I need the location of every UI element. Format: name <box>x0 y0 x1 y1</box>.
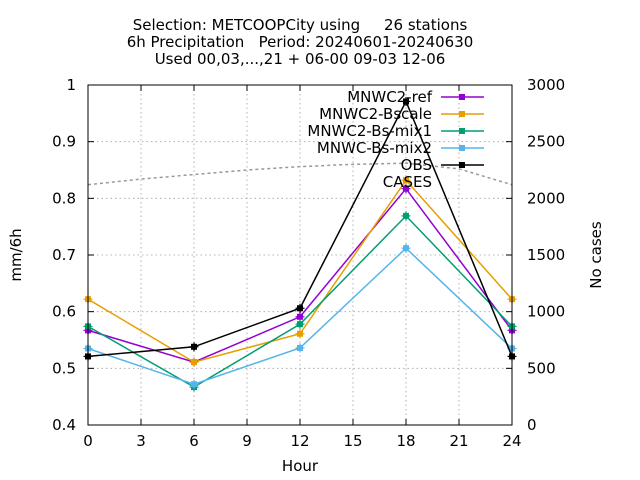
y2-tick-label: 500 <box>527 359 556 377</box>
legend-marker <box>459 162 465 168</box>
legend-marker <box>459 145 465 151</box>
x-tick-label: 3 <box>136 432 146 450</box>
x-tick-label: 21 <box>449 432 468 450</box>
x-tick-label: 12 <box>290 432 309 450</box>
y-tick-label: 1 <box>66 76 76 94</box>
y2-tick-label: 3000 <box>527 76 565 94</box>
x-tick-label: 0 <box>83 432 93 450</box>
x-tick-label: 24 <box>502 432 521 450</box>
x-tick-label: 9 <box>242 432 252 450</box>
y-axis-label: mm/6h <box>7 228 25 281</box>
x-tick-label: 15 <box>343 432 362 450</box>
y2-tick-label: 1500 <box>527 246 565 264</box>
grid <box>88 85 512 425</box>
y-tick-label: 0.6 <box>52 303 76 321</box>
series-line-cases <box>87 162 513 186</box>
legend-label: MNWC2-Bscale <box>319 105 432 123</box>
y2-tick-label: 1000 <box>527 303 565 321</box>
y2-tick-label: 2000 <box>527 189 565 207</box>
y-tick-label: 0.5 <box>52 359 76 377</box>
y-tick-label: 0.9 <box>52 133 76 151</box>
y2-tick-label: 2500 <box>527 133 565 151</box>
legend-marker <box>459 111 465 117</box>
x-axis-label: Hour <box>282 457 319 475</box>
legend: MNWC2-refMNWC2-BscaleMNWC2-Bs-mix1MNWC-B… <box>307 88 484 191</box>
legend-label: MNWC2-ref <box>347 88 432 106</box>
legend-label: MNWC2-Bs-mix1 <box>307 122 432 140</box>
title-line: Used 00,03,...,21 + 06-00 09-03 12-06 <box>155 50 446 68</box>
y-tick-label: 0.4 <box>52 416 76 434</box>
legend-label: CASES <box>383 173 432 191</box>
x-tick-label: 6 <box>189 432 199 450</box>
chart-title: Selection: METCOOPCity using 26 stations… <box>127 16 474 68</box>
y2-tick-label: 0 <box>527 416 537 434</box>
legend-label: MNWC-Bs-mix2 <box>317 139 432 157</box>
legend-marker <box>459 128 465 134</box>
title-line: Selection: METCOOPCity using 26 stations <box>133 16 468 34</box>
x-tick-label: 18 <box>396 432 415 450</box>
y2-axis-label: No cases <box>587 221 605 289</box>
legend-label: OBS <box>401 156 432 174</box>
series-lines <box>83 96 517 392</box>
y-tick-label: 0.8 <box>52 189 76 207</box>
title-line: 6h Precipitation Period: 20240601-202406… <box>127 33 474 51</box>
legend-marker <box>459 94 465 100</box>
axis-ticks: 0 3 6 9 12 15 18 21 24 0.4 0.5 0.6 0.7 0.8 0.9 1 0 500 100… <box>52 76 565 450</box>
y-tick-label: 0.7 <box>52 246 76 264</box>
